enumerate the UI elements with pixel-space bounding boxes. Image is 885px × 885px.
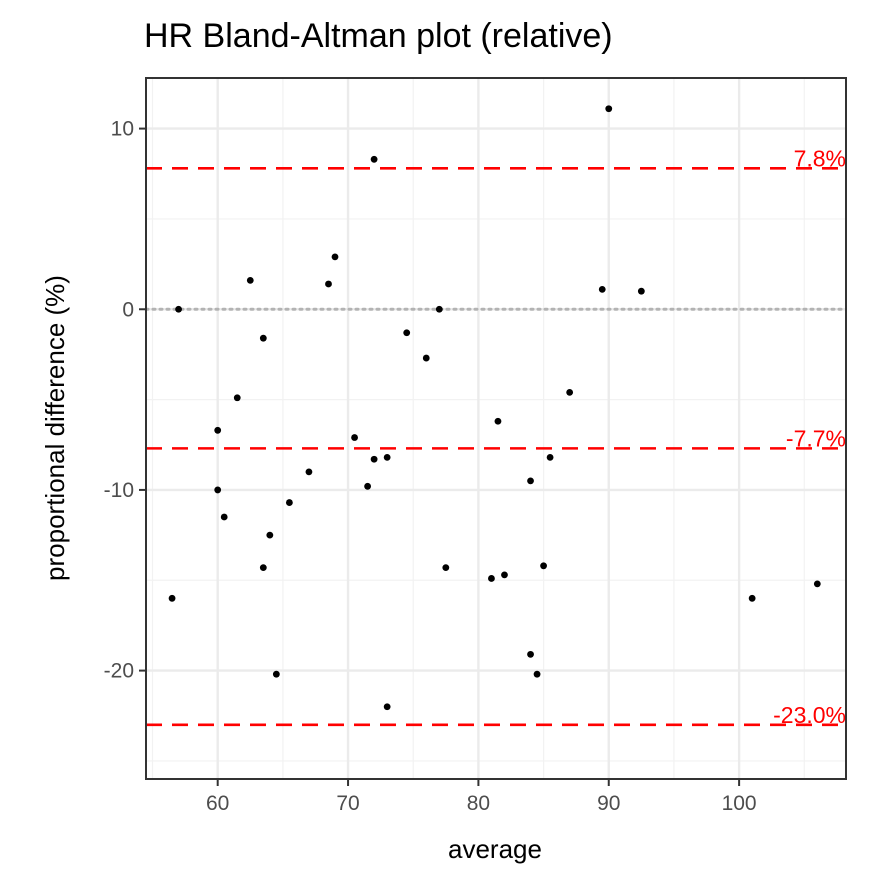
reference-line-label: 7.8%: [794, 145, 846, 171]
x-tick-label: 70: [336, 792, 359, 815]
y-axis-title: proportional difference (%): [40, 275, 70, 581]
y-tick-label: -10: [104, 479, 134, 502]
data-point: [494, 417, 502, 425]
reference-line-label: -23.0%: [773, 702, 846, 728]
data-point: [383, 454, 391, 461]
chart-title: HR Bland-Altman plot (relative): [144, 17, 613, 55]
data-point: [364, 482, 372, 490]
x-axis-title: average: [448, 834, 542, 864]
data-point: [637, 287, 645, 295]
data-point: [331, 253, 339, 261]
y-tick-label: -20: [104, 660, 134, 683]
data-point: [488, 575, 495, 582]
data-point: [246, 276, 254, 284]
x-tick-label: 90: [597, 792, 620, 815]
data-point: [259, 334, 267, 342]
reference-lines: 7.8% -7.7% -23.0%: [146, 145, 846, 728]
data-points: [168, 105, 821, 711]
data-point: [527, 477, 534, 485]
data-point: [813, 580, 821, 588]
data-point: [403, 329, 411, 337]
data-point: [566, 388, 574, 396]
data-point: [605, 105, 613, 113]
y-tick-label: 0: [122, 298, 134, 321]
data-point: [175, 305, 182, 313]
reference-line-label: -7.7%: [786, 425, 846, 451]
data-point: [214, 426, 222, 434]
data-point: [370, 455, 378, 463]
x-tick-label: 80: [467, 792, 490, 815]
data-point: [540, 562, 547, 570]
data-point: [383, 703, 391, 711]
minor-gridlines: [146, 78, 846, 779]
x-tick-label: 100: [722, 792, 757, 815]
data-point: [546, 454, 554, 461]
data-point: [214, 486, 222, 494]
data-point: [598, 285, 606, 293]
data-point: [272, 670, 280, 678]
data-point: [220, 513, 228, 521]
data-point: [501, 571, 508, 579]
data-point: [527, 650, 534, 658]
data-point: [422, 354, 430, 362]
data-point: [266, 531, 274, 539]
major-gridlines: [146, 78, 846, 779]
data-point: [259, 564, 267, 572]
data-point: [285, 499, 293, 506]
data-point: [370, 155, 378, 163]
data-point: [351, 434, 358, 441]
y-tick-label: 10: [111, 118, 134, 141]
data-point: [435, 305, 443, 313]
data-point: [305, 468, 313, 476]
data-point: [233, 394, 241, 402]
data-point: [168, 594, 176, 602]
x-tick-label: 60: [206, 792, 229, 815]
data-point: [533, 670, 541, 678]
data-point: [442, 564, 450, 572]
data-point: [325, 280, 332, 288]
data-point: [748, 594, 756, 602]
plot-panel-border: [145, 77, 847, 780]
